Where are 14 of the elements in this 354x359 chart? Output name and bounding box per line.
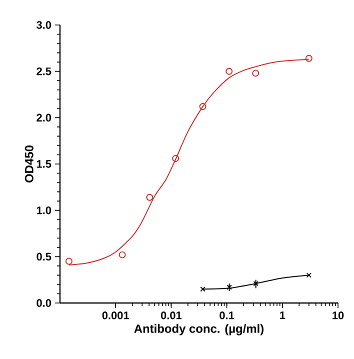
- y-tick-label: 1.5: [36, 160, 52, 168]
- y-tick-label: 0.0: [36, 299, 52, 307]
- y-tick-label: 3.0: [36, 21, 52, 29]
- x-tick-label: 0.01: [160, 312, 182, 320]
- x-tick-label: 1: [280, 312, 286, 320]
- y-tick-label: 0.5: [36, 252, 52, 261]
- x-axis-title: Antibody conc. (µg/ml): [134, 324, 264, 336]
- y-tick-label: 2.5: [36, 67, 52, 76]
- x-tick-label: 10: [332, 312, 344, 320]
- y-axis-title: OD450: [24, 146, 34, 182]
- y-tick-label: 1.0: [36, 206, 52, 214]
- y-tick-label: 2.0: [36, 114, 52, 122]
- x-tick-label: 0.1: [220, 312, 234, 320]
- x-tick-label: 0.001: [102, 312, 129, 320]
